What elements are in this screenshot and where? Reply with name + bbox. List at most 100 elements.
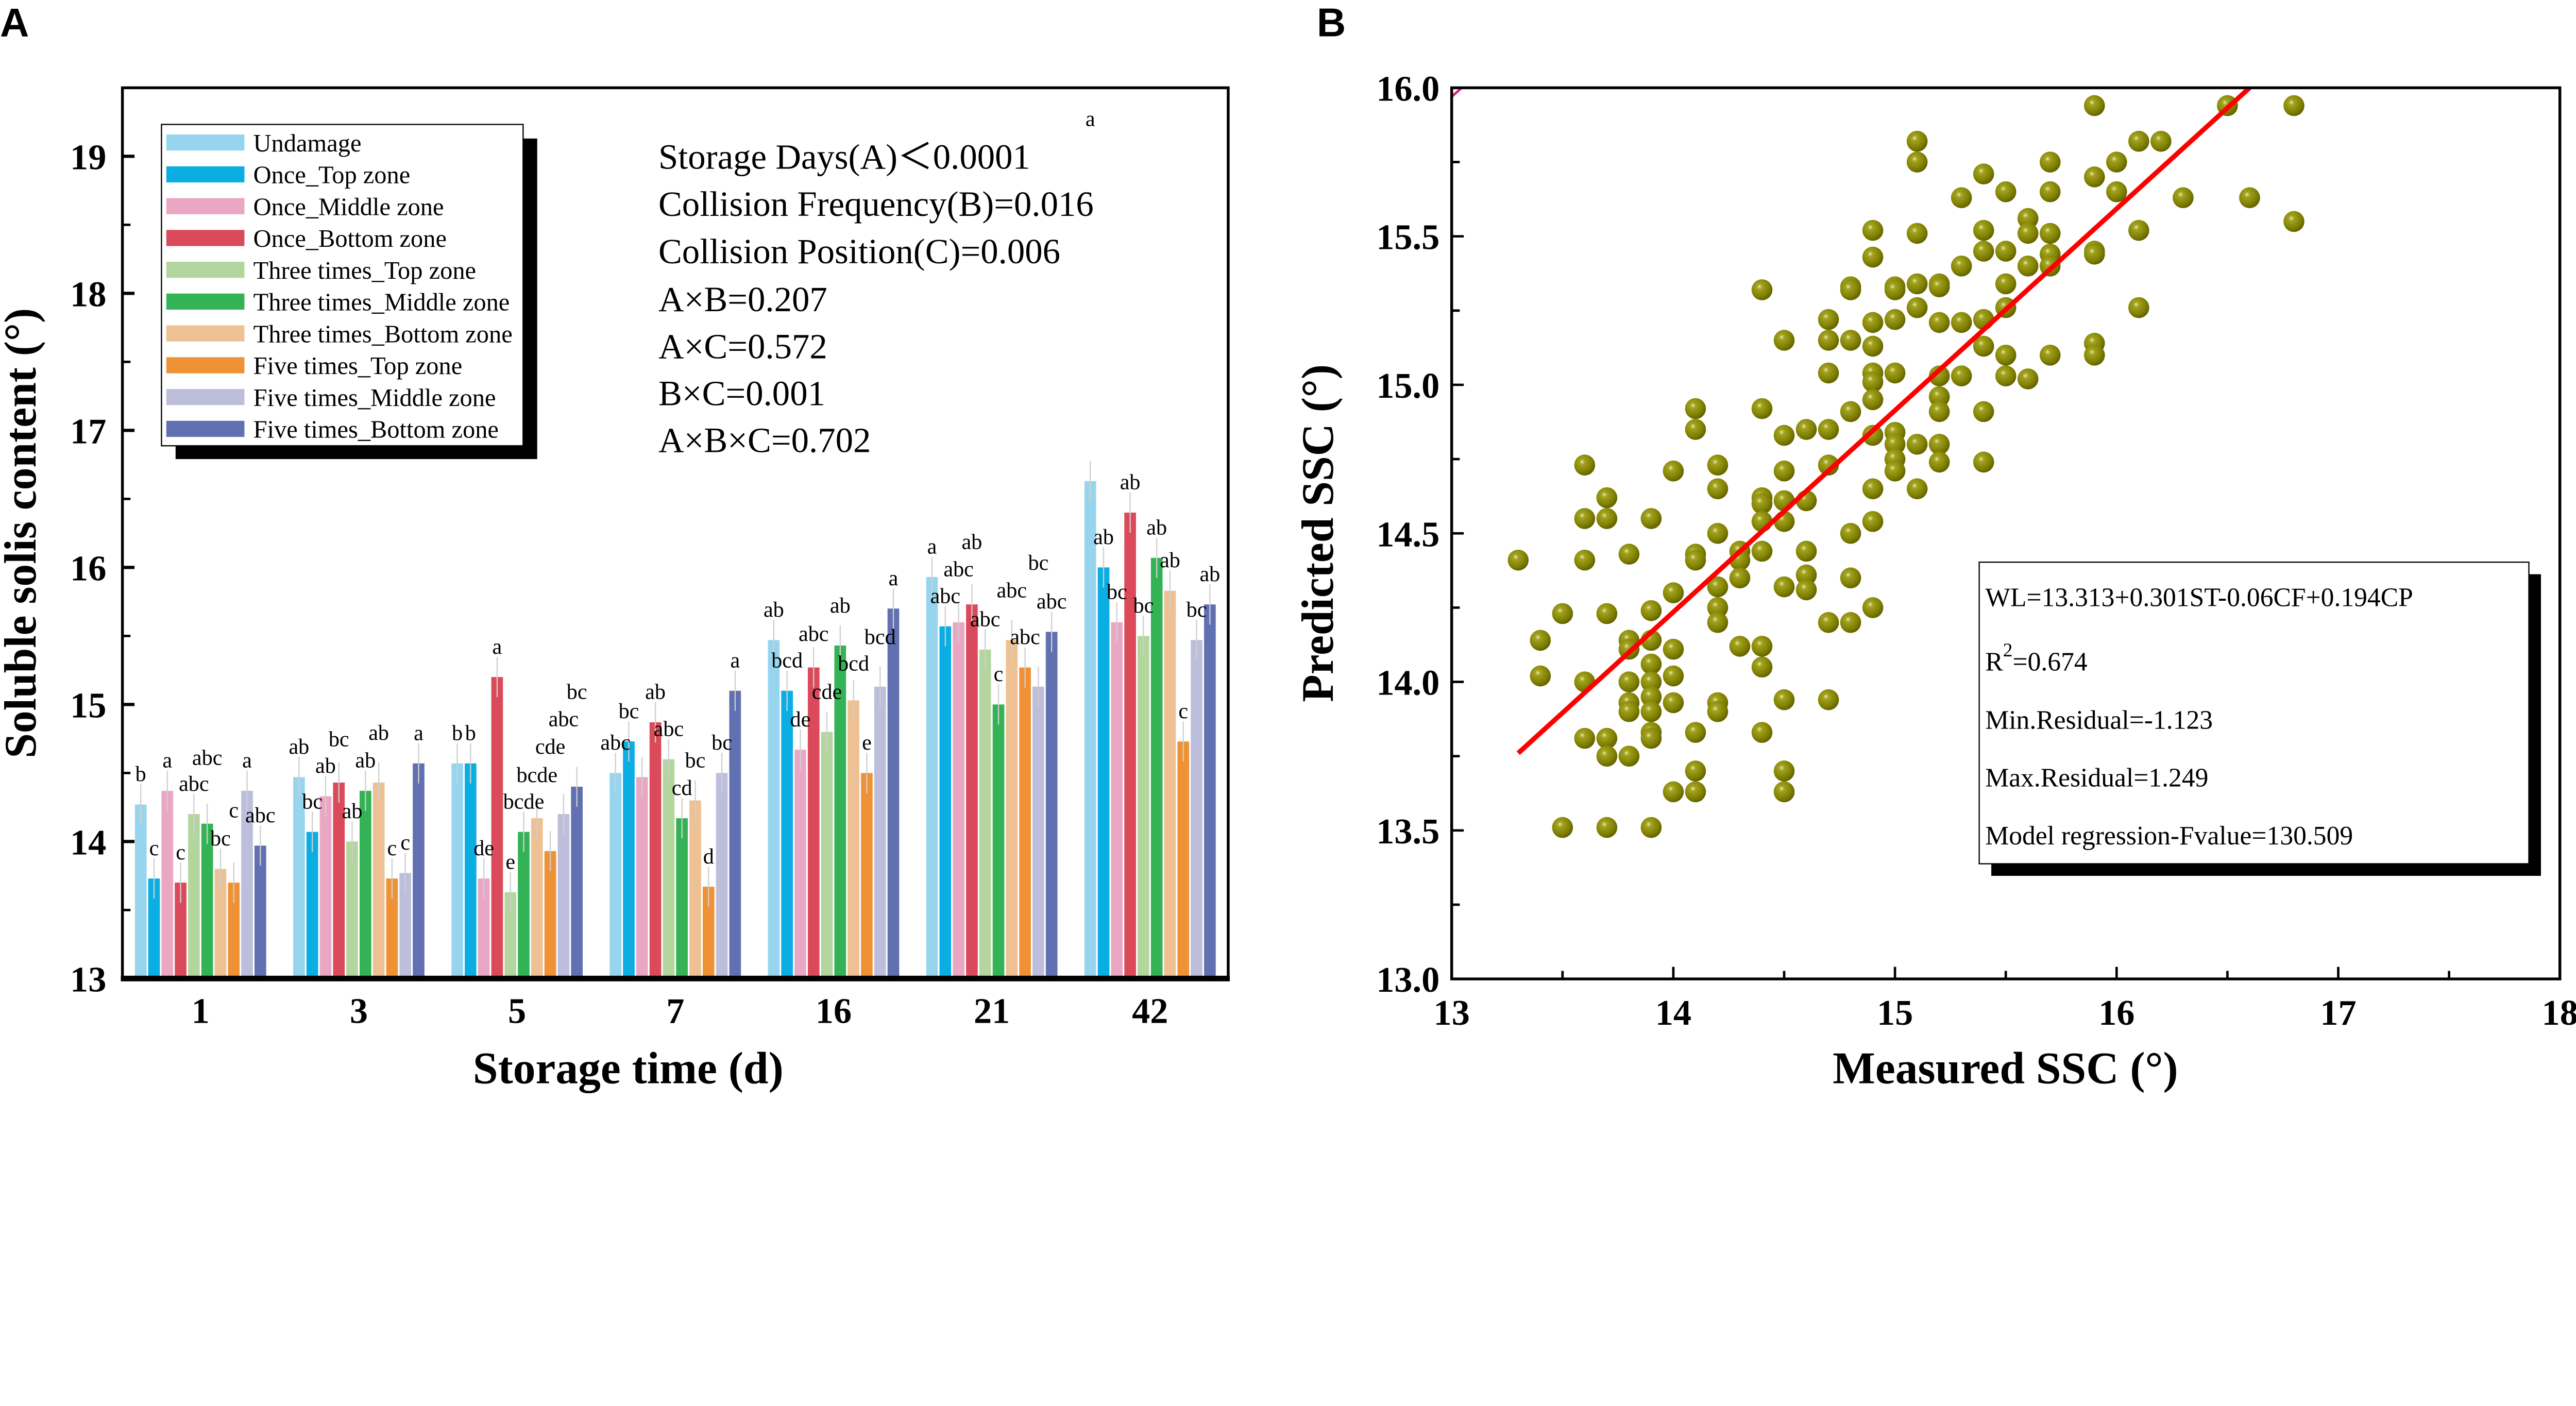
data-point [1707,701,1728,722]
data-point [1640,600,1662,621]
data-point [1928,312,1950,333]
regression-stats-box [1978,561,2530,865]
data-point [1862,312,1884,333]
data-point [1707,576,1728,598]
data-point [1995,365,2016,386]
data-point [1884,460,1906,482]
bar [939,626,952,979]
significance-letter: a [162,749,172,773]
bar-x-axis-title: Storage time (d) [473,1043,784,1093]
data-point [1795,540,1817,562]
legend-label: Five times_Middle zone [253,384,496,412]
significance-letter: abc [799,622,829,646]
significance-letter: bc [329,727,349,752]
significance-letter: c [994,662,1004,686]
bar [319,796,332,979]
bar [413,763,425,979]
legend-swatch [166,262,245,278]
data-point [1574,549,1596,571]
significance-letter: bcd [771,648,803,672]
bar [134,804,147,979]
bar [241,790,253,979]
data-point [1707,522,1728,544]
y-tick-label: 13 [70,959,106,1000]
data-point [2173,187,2194,209]
data-point [2150,130,2172,152]
significance-letter: abc [600,731,631,755]
legend-label: Three times_Top zone [253,257,476,284]
data-point [1951,312,1972,333]
stat-storage-days: Storage Days(A)＜0.0001 [658,137,1030,176]
legend-label: Five times_Bottom zone [253,416,499,444]
data-point [1995,344,2016,366]
bar [346,841,358,979]
significance-letter: d [703,844,714,869]
data-point [1773,781,1795,803]
data-point [1618,746,1640,767]
bar [716,773,728,979]
bar [821,732,833,979]
data-point [1773,330,1795,351]
data-point [1707,597,1728,618]
data-point [1530,630,1551,651]
significance-letter: abc [192,746,223,770]
bar [504,892,517,979]
data-point [1596,817,1618,838]
bar [729,690,741,979]
significance-letter: c [229,799,239,823]
scatter-y-axis-title: Predicted SSC (°) [1293,364,1343,702]
significance-letter: ab [1120,470,1141,495]
y-tick-label: 13.0 [1376,960,1439,1000]
data-point [1862,425,1884,446]
bar [609,773,622,979]
data-point [1640,653,1662,675]
data-point [1862,219,1884,241]
bar [848,700,859,979]
significance-letter: ab [830,594,851,618]
data-point [1818,612,1839,633]
data-point [1596,487,1618,509]
significance-letter: abc [970,607,1001,632]
legend-label: Three times_Middle zone [253,289,510,316]
bar [399,873,412,979]
r2-superscript: 2 [2003,640,2013,661]
data-point [1663,582,1684,603]
stat-bxc: B×C=0.001 [658,374,825,413]
significance-letter: abc [997,578,1027,602]
data-point [2128,130,2149,152]
stat-collision-position: Collision Position(C)=0.006 [658,232,1060,271]
data-point [1685,722,1706,743]
bar [214,869,227,979]
x-tick-label: 15 [1877,993,1913,1033]
legend-swatch [166,230,245,246]
significance-letter: a [730,648,740,672]
y-tick-label: 14.5 [1376,514,1439,554]
data-point [2017,368,2039,389]
reference-line [1451,87,1463,98]
data-point [1928,276,1950,298]
x-tick-label: 18 [2542,993,2576,1033]
data-point [1818,454,1839,476]
bar [834,645,846,979]
data-point [1574,508,1596,529]
r-squared: R2=0.674 [1985,640,2087,676]
data-point [1973,451,1994,473]
significance-letter: a [1086,107,1095,131]
data-point [1818,309,1839,330]
data-point [2017,223,2039,244]
bar [386,878,398,979]
significance-letter: b [135,762,146,786]
data-point [1773,689,1795,710]
data-point [1906,151,1928,173]
significance-letter: c [400,831,410,855]
significance-letter: abc [943,557,974,582]
data-point [1951,365,1972,386]
data-point [1685,760,1706,782]
bar [306,832,318,979]
legend-label: Once_Bottom zone [253,225,447,252]
data-point [1906,433,1928,455]
data-point [1685,419,1706,440]
significance-letter: e [862,731,872,755]
bar [1097,567,1110,979]
bar [794,750,806,979]
